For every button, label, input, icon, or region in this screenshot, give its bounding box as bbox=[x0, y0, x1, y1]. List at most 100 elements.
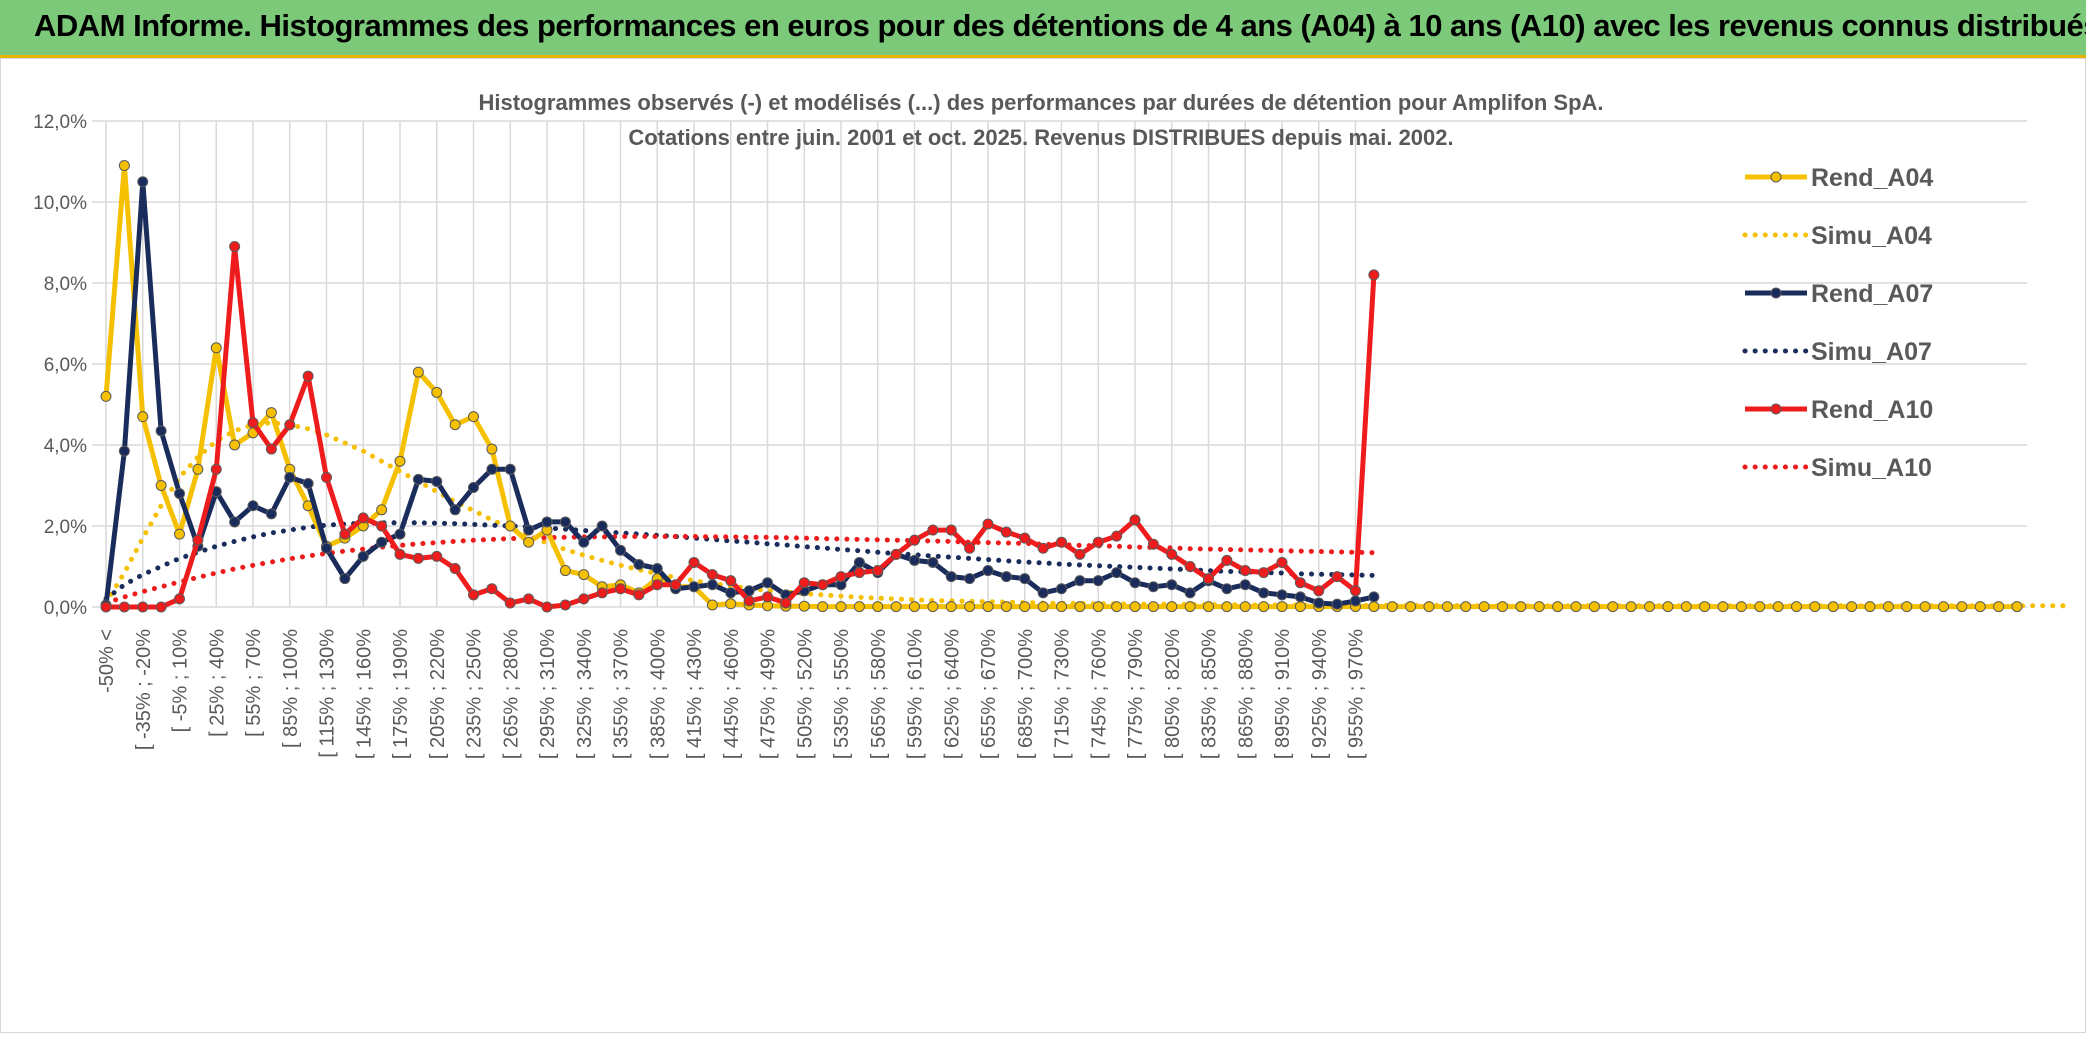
data-point-Rend_A10 bbox=[284, 419, 296, 431]
data-point-Rend_A04 bbox=[1938, 601, 1949, 613]
series-line-Simu_A04 bbox=[103, 420, 2075, 609]
data-point-Rend_A10 bbox=[155, 601, 167, 613]
data-point-Rend_A04 bbox=[2011, 601, 2023, 613]
x-tick-label: [ 415% ; 430% bbox=[684, 629, 706, 759]
data-point-Rend_A07 bbox=[137, 176, 149, 188]
legend-label: Rend_A10 bbox=[1811, 396, 1933, 424]
x-tick-label: [ 115% ; 130% bbox=[317, 629, 339, 758]
data-point-Rend_A10 bbox=[982, 518, 994, 530]
data-point-Rend_A04 bbox=[1294, 601, 1306, 613]
data-point-Rend_A07 bbox=[578, 536, 590, 548]
data-point-Rend_A04 bbox=[229, 439, 241, 451]
data-point-Rend_A10 bbox=[780, 597, 792, 609]
legend-label: Rend_A07 bbox=[1811, 280, 1933, 308]
data-point-Rend_A10 bbox=[578, 593, 590, 605]
data-point-Rend_A10 bbox=[817, 579, 829, 591]
data-point-Rend_A04 bbox=[1919, 601, 1931, 613]
data-point-Rend_A10 bbox=[1129, 514, 1141, 526]
data-point-Rend_A04 bbox=[1368, 601, 1380, 613]
x-tick-label: [ 325% ; 340% bbox=[574, 629, 596, 759]
data-point-Rend_A10 bbox=[302, 370, 314, 382]
data-point-Rend_A04 bbox=[1827, 601, 1839, 613]
y-tick-label: 10,0% bbox=[33, 193, 87, 214]
y-tick-label: 12,0% bbox=[33, 112, 87, 133]
data-point-Rend_A10 bbox=[321, 471, 332, 483]
data-point-Rend_A10 bbox=[229, 241, 241, 253]
x-tick-label: [ -5% ; 10% bbox=[170, 629, 192, 733]
data-point-Rend_A04 bbox=[1111, 601, 1123, 613]
data-point-Rend_A07 bbox=[1350, 595, 1361, 607]
data-point-Rend_A04 bbox=[1791, 601, 1802, 613]
x-tick-label: [ 895% ; 910% bbox=[1272, 629, 1294, 759]
data-point-Rend_A04 bbox=[137, 411, 149, 423]
data-point-Rend_A10 bbox=[504, 597, 516, 609]
data-point-Rend_A10 bbox=[468, 589, 479, 601]
data-point-Rend_A10 bbox=[615, 583, 626, 595]
data-point-Rend_A04 bbox=[1000, 601, 1012, 613]
data-point-Rend_A07 bbox=[376, 536, 388, 548]
data-point-Rend_A10 bbox=[1166, 548, 1178, 560]
data-point-Rend_A07 bbox=[118, 445, 130, 457]
data-point-Rend_A10 bbox=[835, 571, 847, 583]
data-point-Rend_A04 bbox=[909, 601, 920, 613]
x-tick-label: [ 775% ; 790% bbox=[1125, 629, 1147, 759]
y-tick-label: 0,0% bbox=[44, 598, 87, 619]
data-point-Rend_A07 bbox=[1111, 567, 1123, 579]
data-point-Rend_A04 bbox=[1570, 601, 1582, 613]
data-point-Rend_A07 bbox=[1056, 583, 1067, 595]
data-point-Rend_A07 bbox=[247, 500, 259, 512]
x-tick-label: [ 445% ; 460% bbox=[721, 629, 743, 759]
data-point-Rend_A04 bbox=[1478, 601, 1490, 613]
data-point-Rend_A04 bbox=[817, 601, 829, 613]
data-point-Rend_A07 bbox=[1147, 581, 1159, 593]
data-point-Rend_A04 bbox=[1956, 601, 1968, 613]
data-point-Rend_A04 bbox=[523, 536, 535, 548]
data-point-Rend_A07 bbox=[412, 473, 424, 485]
x-tick-label: [ 625% ; 640% bbox=[941, 629, 963, 759]
data-point-Rend_A10 bbox=[339, 528, 351, 540]
legend-label: Rend_A04 bbox=[1811, 164, 1933, 192]
data-point-Rend_A04 bbox=[431, 386, 443, 398]
data-point-Rend_A10 bbox=[1184, 561, 1196, 572]
data-point-Rend_A04 bbox=[982, 601, 994, 613]
data-point-Rend_A04 bbox=[192, 463, 204, 475]
data-point-Rend_A04 bbox=[706, 599, 718, 611]
y-tick-label: 8,0% bbox=[44, 274, 87, 295]
x-tick-label: [ 805% ; 820% bbox=[1162, 629, 1184, 759]
data-point-Rend_A07 bbox=[284, 471, 296, 483]
data-point-Rend_A07 bbox=[927, 556, 939, 568]
data-point-Rend_A04 bbox=[1662, 601, 1674, 613]
x-tick-label: [ 235% ; 250% bbox=[464, 629, 486, 759]
data-point-Rend_A07 bbox=[1129, 577, 1141, 589]
data-point-Rend_A07 bbox=[449, 504, 461, 516]
data-point-Rend_A10 bbox=[523, 593, 535, 605]
data-point-Rend_A04 bbox=[1184, 601, 1196, 613]
data-point-Rend_A10 bbox=[265, 443, 277, 455]
data-point-Rend_A10 bbox=[100, 601, 112, 613]
data-point-Rend_A10 bbox=[174, 593, 185, 605]
line-chart: 0,0% 2,0% 4,0% 6,0% 8,0% 10,0% 12,0% -50% < [ -3… bbox=[33, 90, 2075, 759]
data-point-Rend_A10 bbox=[762, 591, 773, 603]
data-point-Rend_A07 bbox=[762, 577, 773, 589]
data-point-Rend_A10 bbox=[909, 534, 920, 546]
axes: 0,0% 2,0% 4,0% 6,0% 8,0% 10,0% 12,0% -50% < [ -3… bbox=[33, 112, 1367, 759]
data-point-Rend_A07 bbox=[853, 556, 865, 568]
data-point-Rend_A04 bbox=[1552, 601, 1564, 613]
data-point-Rend_A07 bbox=[688, 581, 700, 593]
data-point-Rend_A04 bbox=[100, 390, 112, 402]
data-point-Rend_A04 bbox=[559, 565, 571, 577]
data-point-Rend_A07 bbox=[1019, 573, 1031, 585]
data-point-Rend_A10 bbox=[688, 556, 700, 568]
report-title: ADAM Informe. Histogrammes des performan… bbox=[34, 8, 2086, 43]
data-point-Rend_A10 bbox=[706, 569, 718, 581]
data-point-Rend_A07 bbox=[155, 425, 167, 437]
data-point-Rend_A04 bbox=[1515, 601, 1527, 613]
data-point-Rend_A04 bbox=[798, 600, 810, 612]
data-point-Rend_A10 bbox=[890, 548, 902, 560]
series-line-Simu_A07 bbox=[103, 520, 1377, 602]
data-point-Rend_A04 bbox=[578, 569, 590, 581]
data-point-Rend_A07 bbox=[596, 520, 608, 532]
data-point-Rend_A04 bbox=[412, 366, 424, 378]
data-point-Rend_A10 bbox=[927, 524, 939, 536]
data-point-Rend_A10 bbox=[1092, 536, 1104, 548]
